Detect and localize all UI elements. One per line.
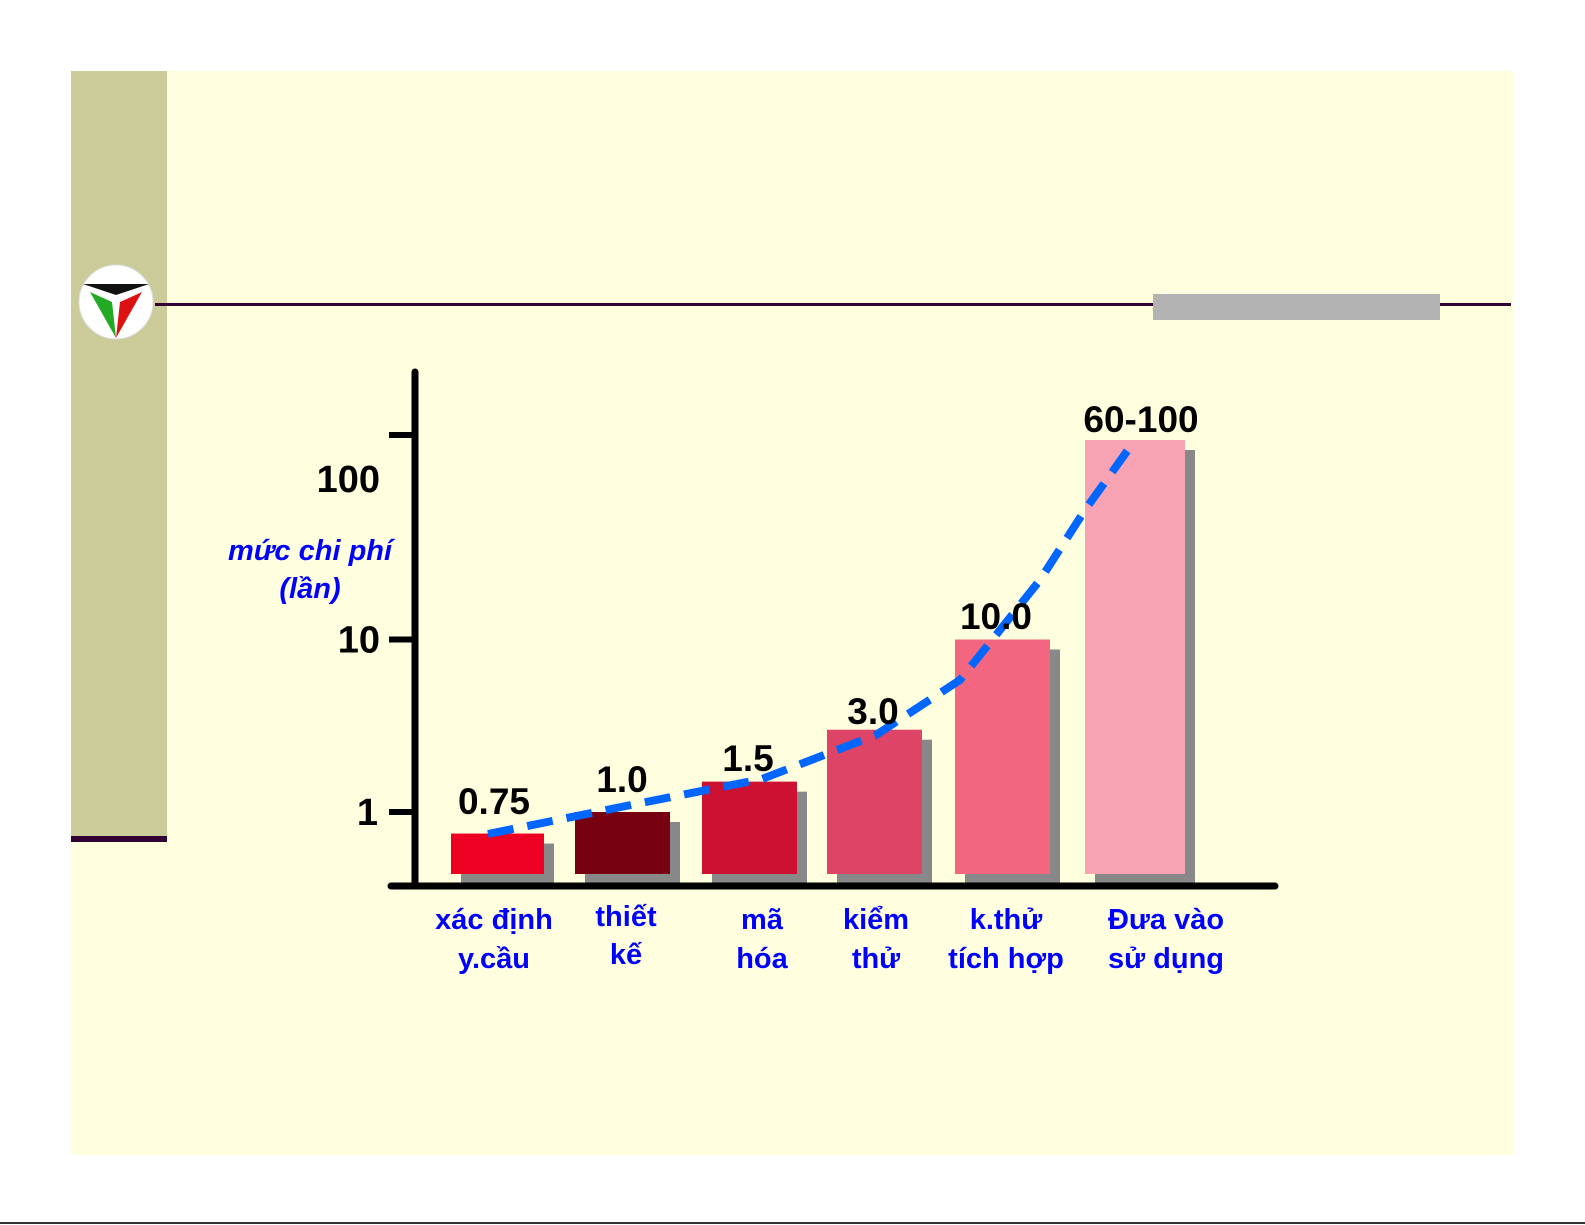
triangle-v-logo-icon	[78, 264, 154, 340]
y-tick-label: 1	[357, 792, 378, 834]
bar-1	[451, 833, 544, 874]
bar-6	[1085, 440, 1185, 874]
bar-2	[575, 812, 670, 874]
category-label: mã	[741, 904, 784, 936]
category-label: kế	[610, 939, 643, 971]
bars-group	[451, 440, 1195, 884]
category-label: kiểm	[843, 904, 909, 936]
y-axis-label-line2: (lần)	[279, 573, 340, 605]
value-label: 3.0	[847, 691, 898, 732]
y-axis-label-line1: mức chi phí	[228, 535, 396, 567]
bar-4	[827, 729, 922, 874]
category-label: thử	[852, 943, 900, 975]
category-label: tích hợp	[948, 943, 1064, 975]
footer-line	[0, 1222, 1585, 1224]
category-labels-group: xác định y.cầu thiết kế mã hóa kiểm thử k.thử tíc…	[435, 901, 1224, 975]
category-label: y.cầu	[458, 943, 530, 975]
category-label: hóa	[736, 943, 788, 975]
value-label: 1.0	[596, 759, 647, 800]
value-label: 0.75	[458, 781, 530, 822]
category-label: k.thử	[970, 904, 1043, 936]
category-label: sử dụng	[1108, 943, 1224, 975]
title-rule	[155, 303, 1511, 306]
category-label: thiết	[595, 901, 657, 933]
value-label: 10.0	[960, 596, 1032, 637]
bar-3	[702, 781, 797, 874]
value-label: 1.5	[722, 738, 773, 779]
trend-line	[487, 437, 1139, 838]
y-ticks-group: 1 10 100	[317, 432, 412, 834]
bar-5	[955, 639, 1050, 874]
category-label: Đưa vào	[1108, 904, 1224, 936]
slide-background	[71, 71, 1513, 1155]
value-label: 60-100	[1083, 399, 1198, 440]
y-tick-label: 100	[317, 459, 380, 501]
axes-group	[387, 368, 1279, 890]
category-label: xác định	[435, 904, 553, 936]
y-tick-label: 10	[338, 620, 380, 662]
trend-line-group	[487, 437, 1139, 838]
side-panel-underline	[71, 836, 167, 842]
side-panel	[71, 71, 167, 840]
title-accent-block	[1153, 294, 1440, 320]
value-labels-group: 0.75 1.0 1.5 3.0 10.0 60-100	[458, 399, 1199, 822]
